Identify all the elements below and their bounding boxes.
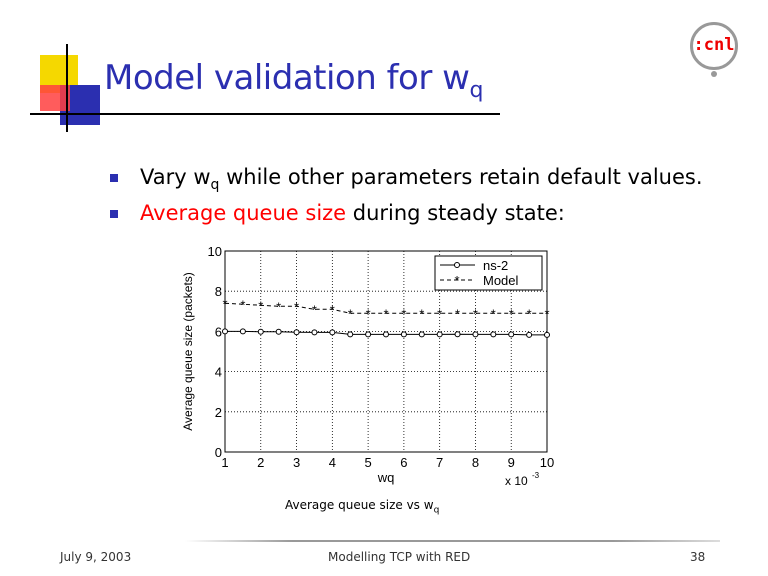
legend-label: ns-2	[483, 258, 508, 273]
data-point-Model: *	[312, 302, 317, 317]
footer-divider	[185, 540, 720, 542]
data-point-ns-2	[311, 329, 318, 336]
y-tick-label: 0	[215, 445, 222, 460]
data-point-ns-2	[257, 328, 264, 335]
data-point-ns-2	[329, 329, 336, 336]
data-point-ns-2	[436, 331, 443, 338]
legend-label: Model	[483, 273, 519, 288]
y-tick-label: 2	[215, 405, 222, 420]
data-point-Model: *	[294, 299, 299, 314]
footer-title: Modelling TCP with RED	[328, 550, 471, 564]
legend-box	[434, 255, 543, 291]
data-point-Model: *	[240, 297, 245, 312]
data-point-ns-2	[347, 331, 354, 338]
data-point-Model: *	[366, 306, 371, 321]
data-point-Model: *	[258, 298, 263, 313]
y-axis-label: Average queue size (packets)	[181, 272, 195, 431]
data-point-Model: *	[348, 306, 353, 321]
data-point-ns-2	[454, 262, 460, 268]
data-point-ns-2	[365, 331, 372, 338]
cnl-logo: :cnl	[690, 22, 738, 77]
title-text: Model validation for w	[104, 58, 470, 98]
data-point-ns-2	[275, 328, 282, 335]
y-tick-label: 4	[215, 365, 222, 380]
chart-caption: Average queue size vs wq	[285, 498, 439, 515]
data-point-Model: *	[276, 299, 281, 314]
data-point-ns-2	[400, 331, 407, 338]
x-multiplier-exponent: -3	[532, 471, 540, 480]
bullet-highlight: Average queue size	[140, 201, 347, 225]
footer-page: 38	[690, 550, 706, 564]
bullet-text: Vary w	[140, 165, 211, 189]
x-tick-label: 4	[329, 455, 336, 470]
y-tick-label: 8	[215, 284, 222, 299]
data-point-ns-2	[526, 331, 533, 338]
data-point-Model: *	[437, 306, 442, 321]
data-point-ns-2	[293, 329, 300, 336]
bullet-text: during steady state:	[346, 201, 565, 225]
data-point-Model: *	[491, 306, 496, 321]
y-tick-label: 10	[208, 244, 222, 259]
x-tick-label: 3	[293, 455, 300, 470]
data-point-Model: *	[473, 306, 478, 321]
caption-subscript: q	[433, 505, 440, 516]
data-point-ns-2	[472, 331, 479, 338]
x-tick-label: 5	[364, 455, 371, 470]
data-point-Model: *	[509, 306, 514, 321]
data-point-ns-2	[508, 331, 515, 338]
data-point-Model: *	[454, 273, 459, 288]
data-point-ns-2	[454, 331, 461, 338]
data-point-Model: *	[401, 306, 406, 321]
x-tick-label: 10	[540, 455, 554, 470]
bullet-subscript: q	[210, 177, 220, 194]
bullet-icon	[110, 174, 118, 182]
data-point-Model: *	[544, 306, 549, 321]
bullet-text: while other parameters retain default va…	[219, 165, 703, 189]
data-point-Model: *	[222, 296, 227, 311]
x-tick-label: 7	[436, 455, 443, 470]
data-point-Model: *	[527, 306, 532, 321]
x-axis-label: wq	[377, 470, 395, 485]
x-multiplier: x 10	[505, 474, 528, 488]
data-point-Model: *	[383, 306, 388, 321]
caption-text: Average queue size vs w	[285, 498, 434, 512]
title-subscript: q	[469, 77, 483, 103]
data-point-Model: *	[330, 302, 335, 317]
x-tick-label: 2	[257, 455, 264, 470]
data-point-ns-2	[490, 331, 497, 338]
x-tick-label: 8	[472, 455, 479, 470]
data-point-Model: *	[419, 306, 424, 321]
slide-title: Model validation for wq	[104, 58, 483, 103]
series-line-Model	[224, 302, 547, 314]
x-tick-label: 6	[400, 455, 407, 470]
y-tick-label: 6	[215, 324, 222, 339]
data-point-ns-2	[383, 331, 389, 338]
data-point-ns-2	[418, 331, 425, 338]
x-tick-label: 9	[508, 455, 515, 470]
bullet-icon	[110, 210, 118, 218]
x-tick-label: 1	[221, 455, 228, 470]
data-point-ns-2	[544, 331, 550, 338]
data-point-ns-2	[222, 328, 228, 335]
footer-date: July 9, 2003	[60, 550, 132, 564]
data-point-Model: *	[455, 306, 460, 321]
data-point-ns-2	[239, 328, 246, 335]
